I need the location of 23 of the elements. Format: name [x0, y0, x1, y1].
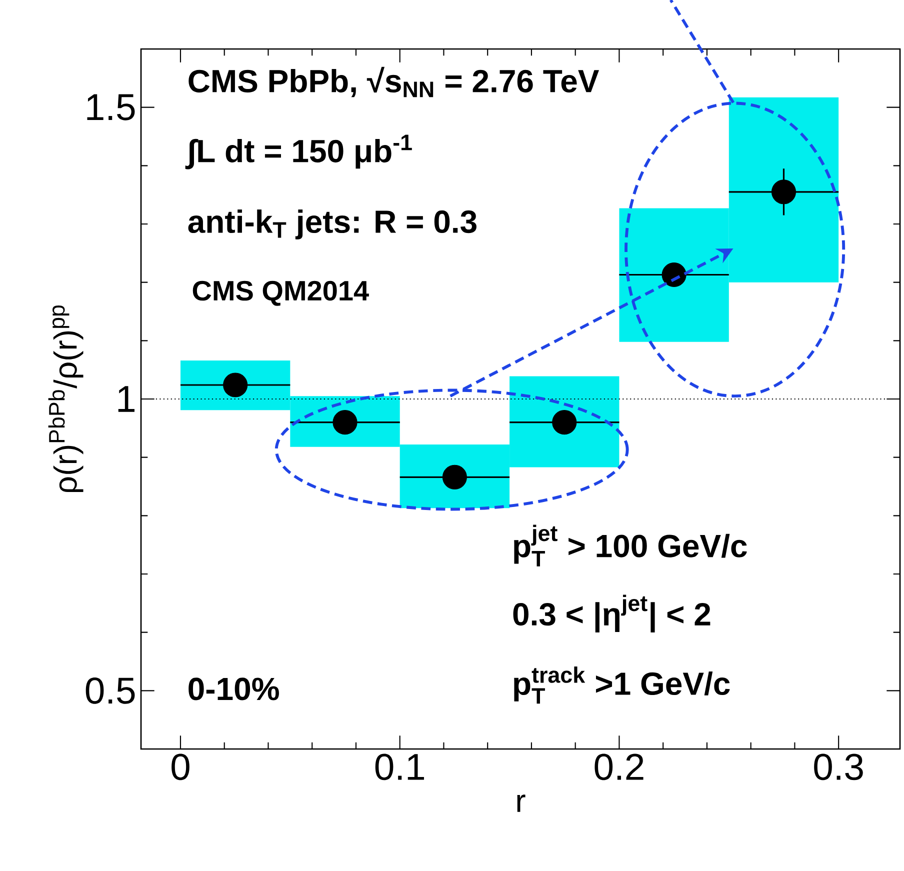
- y-tick-label: 0.5: [86, 677, 135, 704]
- point: [552, 410, 577, 435]
- annotation: 0-10%: [188, 678, 279, 700]
- point: [771, 180, 796, 204]
- annotation: $\text{\bfseries 0.3 < |η}^{\text{\bfseries jet}}\text{\bfseries | < 2}$: [513, 594, 710, 632]
- annotation: CMS PbPb, √s$_{NN}$ = 2.76 TeV: [188, 66, 600, 98]
- point: [332, 410, 358, 435]
- annotation: $\text{\bfseries p}^{\text{\bfseries track}}_{\text{\bfseries T}}\text{\bfseries\ >1 GeV/c}$: [514, 666, 730, 704]
- point: [223, 372, 248, 398]
- x-tick-label: 0.2: [594, 754, 644, 780]
- x-tick-label: 0: [172, 754, 190, 780]
- annotation: anti-k$_{T}$ jets: R = 0.3: [188, 210, 476, 240]
- x-axis-title: r: [517, 794, 526, 812]
- annotation: ∫L dt = 150 μb$^{-1}$: [185, 134, 412, 170]
- x-tick-label: 0.1: [375, 754, 424, 780]
- point: [662, 262, 686, 288]
- y-tick-label: 1.5: [87, 94, 135, 120]
- y-tick-label: 1: [118, 386, 134, 412]
- y-axis-title: ρ(r)$^{PbPb}$/ρ(r)$^{pp}$: [48, 305, 84, 492]
- x-tick-label: 0.3: [814, 754, 863, 780]
- annotation: CMS QM2014: [192, 280, 369, 306]
- annotation: $\text{\bfseries p}^{\text{\bfseries jet}}_{\text{\bfseries T}}\text{\bfseries\ > 100 GeV/c}$: [514, 524, 747, 566]
- point: [442, 464, 467, 490]
